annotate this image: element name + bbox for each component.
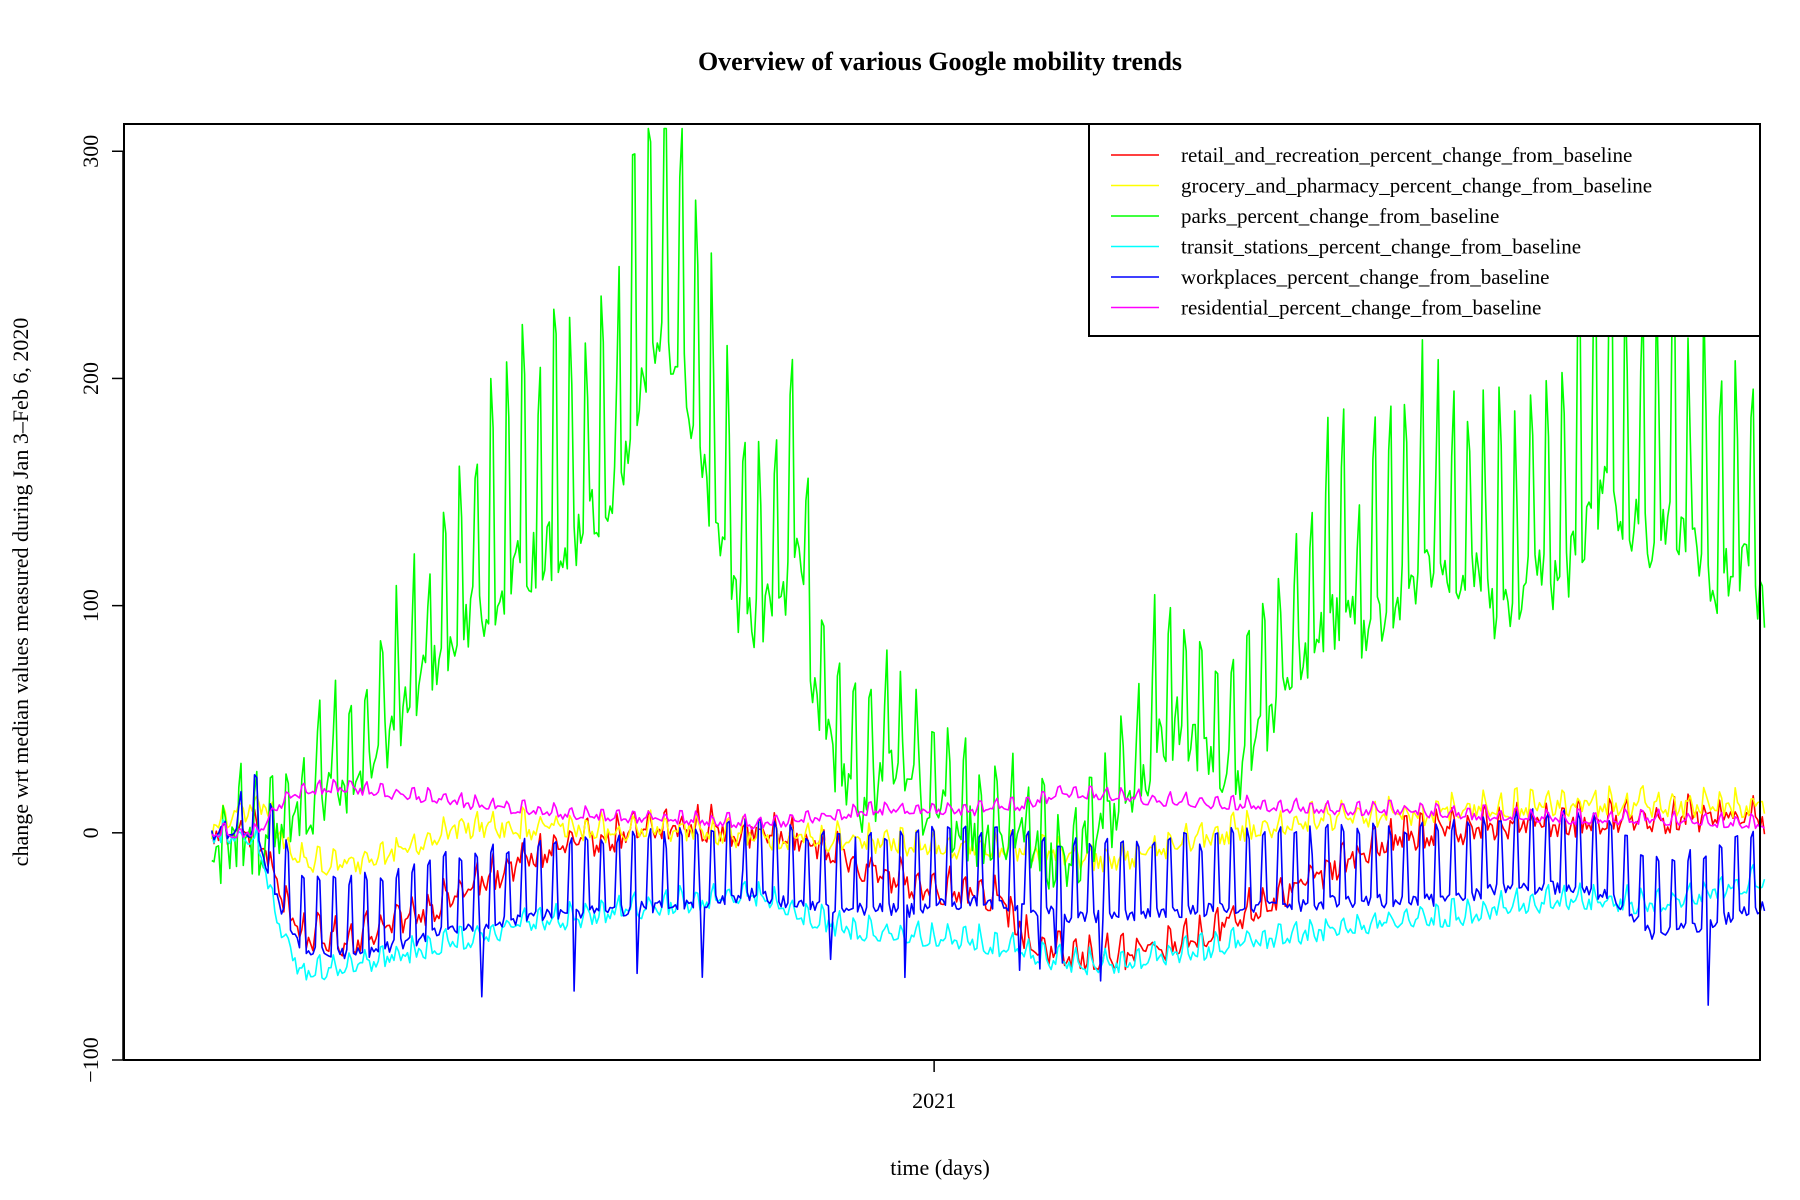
series-layer	[211, 127, 1766, 1006]
series-line-residential	[211, 778, 1766, 839]
y-tick-label: 100	[78, 589, 103, 622]
legend-label: workplaces_percent_change_from_baseline	[1181, 265, 1550, 289]
legend-label: parks_percent_change_from_baseline	[1181, 204, 1499, 228]
y-axis-title: change wrt median values measured during…	[8, 318, 33, 867]
legend: retail_and_recreation_percent_change_fro…	[1088, 123, 1761, 337]
legend-label: retail_and_recreation_percent_change_fro…	[1181, 143, 1632, 167]
series-line-transit	[211, 818, 1766, 981]
y-tick-label: 200	[78, 362, 103, 395]
y-tick-label: 0	[78, 827, 103, 838]
x-axis-title: time (days)	[890, 1155, 990, 1180]
y-axis: −100 0 100 200 300	[78, 135, 124, 1083]
chart-title: Overview of various Google mobility tren…	[698, 47, 1182, 76]
x-tick-label: 2021	[912, 1088, 956, 1113]
legend-label: transit_stations_percent_change_from_bas…	[1181, 235, 1581, 259]
series-line-retail	[211, 793, 1766, 971]
series-line-grocery	[211, 784, 1766, 876]
legend-label: residential_percent_change_from_baseline	[1181, 296, 1541, 320]
series-line-parks	[211, 127, 1766, 890]
legend-label: grocery_and_pharmacy_percent_change_from…	[1181, 174, 1652, 198]
y-tick-label: −100	[78, 1037, 103, 1082]
x-axis: 2021	[912, 1060, 956, 1113]
legend-box	[1088, 123, 1761, 337]
y-tick-label: 300	[78, 135, 103, 168]
plot-frame	[123, 123, 1761, 1061]
series-line-workplaces	[211, 773, 1766, 1006]
